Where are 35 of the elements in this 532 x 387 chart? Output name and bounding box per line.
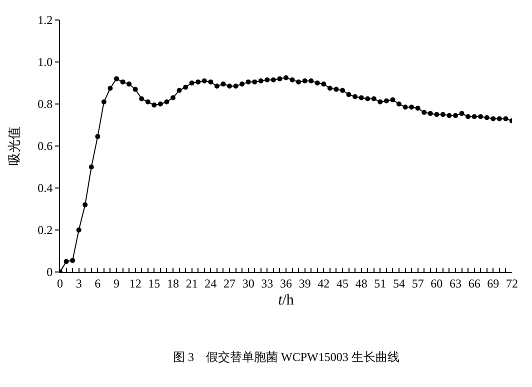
x-tick-label: 66 (468, 276, 480, 290)
x-tick-label: 27 (224, 276, 236, 290)
x-tick-label: 48 (355, 276, 368, 290)
x-tick-label: 57 (412, 276, 424, 290)
y-tick-label: 1.2 (38, 13, 53, 28)
x-tick-label: 21 (186, 276, 198, 290)
y-tick-label: 0.4 (38, 181, 53, 196)
y-tick-label: 0.6 (38, 139, 53, 154)
x-tick-label: 72 (506, 276, 518, 290)
x-tick-label: 63 (450, 276, 462, 290)
x-tick-label: 39 (298, 276, 311, 290)
x-tick-label: 54 (393, 276, 405, 290)
x-tick-label: 45 (336, 276, 348, 290)
x-tick-label: 51 (374, 276, 386, 290)
x-tick-label: 42 (318, 276, 330, 290)
x-tick-label: 30 (242, 276, 254, 290)
x-tick-label: 36 (280, 276, 292, 290)
x-tick-label: 0 (57, 276, 63, 290)
x-tick-label: 60 (430, 276, 443, 290)
x-tick-label: 3 (76, 276, 82, 290)
x-tick-label: 12 (129, 276, 142, 290)
text: 图 3 假交替单胞菌 WCPW15003 生长曲线 (173, 350, 400, 364)
x-tick-label: 24 (204, 276, 217, 290)
y-tick-label: 0.8 (38, 97, 53, 112)
x-tick-label: 9 (114, 276, 120, 290)
y-tick-label: 1.0 (38, 55, 53, 70)
x-tick-label: 15 (148, 276, 160, 290)
x-axis-title: t/h (278, 292, 294, 308)
x-tick-label: 18 (167, 276, 179, 290)
x-tick-label: 33 (261, 276, 274, 290)
x-tick-label: 6 (94, 276, 101, 290)
x-tick-label: 69 (487, 276, 500, 290)
y-tick-label: 0 (46, 265, 53, 280)
y-tick-label: 0.2 (38, 223, 53, 238)
y-axis-title: 吸光值 (6, 126, 22, 166)
